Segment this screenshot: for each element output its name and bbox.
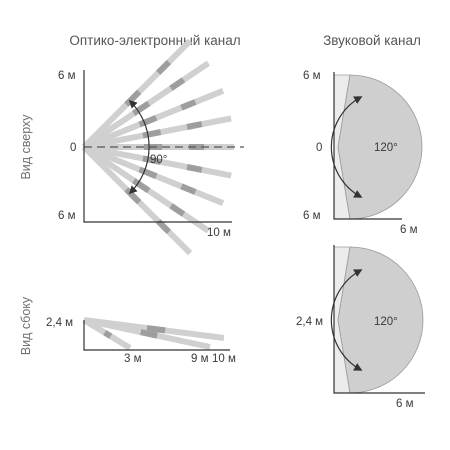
- optical-beam-9-segment-2: [156, 219, 172, 235]
- sound-top-y-top-label: 6 м: [303, 70, 321, 82]
- optical-beam-4-segment-1: [142, 129, 162, 139]
- sound-side-axes: [333, 245, 425, 394]
- optical-beam-7-segment-1: [138, 166, 158, 179]
- optical-beam-7-segment-2: [180, 183, 197, 195]
- optical-top-x-max-label: 10 м: [207, 227, 231, 239]
- optical-beam-9-segment-1: [124, 187, 142, 205]
- optical-side-beam-2-segment: [140, 329, 158, 339]
- sound-side-angle-label: 120°: [374, 316, 398, 328]
- sound-channel-title: Звуковой канал: [323, 33, 421, 48]
- sound-side-x-max-label: 6 м: [396, 398, 414, 410]
- optical-beam-4-segment-2: [186, 121, 203, 130]
- sound-side-angle-arc: [330, 269, 363, 371]
- optical-top-y-zero-label: 0: [70, 142, 76, 154]
- optical-top-beams: [81, 38, 234, 256]
- sound-top-y-bottom-label: 6 м: [303, 210, 321, 222]
- sound-top-angle-label: 120°: [374, 142, 398, 154]
- sound-top-y-zero-label: 0: [316, 142, 322, 154]
- optical-side-height-label: 2,4 м: [46, 317, 73, 329]
- optical-beam-6-segment-1: [142, 155, 162, 165]
- sound-top-angle-arc: [330, 96, 363, 198]
- optical-side-x9-label: 9 м: [191, 353, 209, 365]
- optical-channel-title: Оптико-электронный канал: [69, 33, 240, 48]
- optical-side-x3-label: 3 м: [124, 353, 142, 365]
- optical-top-y-bottom-label: 6 м: [58, 210, 76, 222]
- optical-side-x10-label: 10 м: [212, 353, 236, 365]
- optical-beam-3-segment-2: [180, 99, 197, 111]
- optical-beam-6-segment-2: [186, 164, 203, 173]
- sound-top-x-max-label: 6 м: [400, 224, 418, 236]
- optical-side-beam-1-segment: [146, 325, 166, 334]
- side-view-label: Вид сбоку: [19, 296, 33, 355]
- optical-beam-2-segment-2: [169, 77, 186, 91]
- sound-top-axes: [333, 72, 402, 220]
- top-view-label: Вид сверху: [19, 114, 33, 180]
- optical-top-y-top-label: 6 м: [58, 70, 76, 82]
- optical-side-beams: [82, 317, 225, 351]
- optical-beam-1-segment-1: [124, 89, 142, 107]
- optical-side-axes: [83, 320, 230, 351]
- optical-beam-3-segment-1: [138, 115, 158, 128]
- sound-side-height-label: 2,4 м: [296, 316, 323, 328]
- optical-top-axes: [83, 70, 232, 223]
- optical-beam-1-segment-2: [156, 59, 172, 75]
- optical-beam-8-segment-2: [169, 203, 186, 217]
- optical-side-beam-3-segment: [103, 330, 113, 339]
- optical-angle-arc: [128, 99, 150, 195]
- optical-angle-label: 90°: [150, 154, 167, 166]
